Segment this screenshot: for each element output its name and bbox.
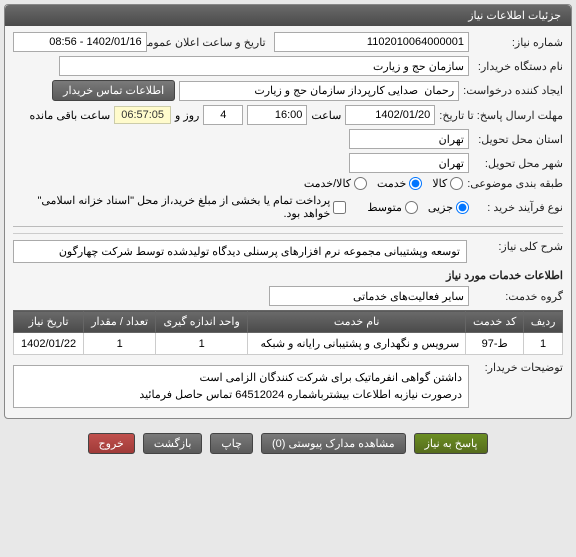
service-group-label: گروه خدمت:	[473, 290, 563, 303]
time-label-1: ساعت	[311, 109, 341, 122]
view-docs-button[interactable]: مشاهده مدارک پیوستی (0)	[261, 433, 406, 454]
cell-unit: 1	[156, 333, 248, 355]
remaining-label: ساعت باقی مانده	[29, 109, 110, 122]
cell-index: 1	[524, 333, 563, 355]
reply-button[interactable]: پاسخ به نیاز	[414, 433, 489, 454]
buyer-org-label: نام دستگاه خریدار:	[473, 60, 563, 73]
col-unit: واحد اندازه گیری	[156, 311, 248, 333]
cell-qty: 1	[84, 333, 156, 355]
row-need-no: شماره نیاز: 1102010064000001 تاریخ و ساع…	[13, 32, 563, 52]
details-panel: جزئیات اطلاعات نیاز شماره نیاز: 11020100…	[4, 4, 572, 419]
radio-goods-input[interactable]	[450, 177, 463, 190]
row-buyer-notes: توضیحات خریدار: داشتن گواهی انفرماتیک بر…	[13, 361, 563, 408]
services-section-title: اطلاعات خدمات مورد نیاز	[13, 269, 563, 282]
radio-medium[interactable]: متوسط	[367, 201, 418, 214]
row-package-type: طبقه بندی موضوعی: کالا خدمت کالا/خدمت	[13, 177, 563, 190]
requester-input[interactable]	[179, 81, 459, 101]
package-type-label: طبقه بندی موضوعی:	[467, 177, 563, 190]
buyer-note-line-2: درصورت نیازبه اطلاعات بیشترباشماره 64512…	[20, 387, 462, 404]
buyer-notes-box: داشتن گواهی انفرماتیک برای شرکت کنندگان …	[13, 365, 469, 408]
cell-code: ط-97	[466, 333, 524, 355]
city-label: شهر محل تحویل:	[473, 157, 563, 170]
back-button[interactable]: بازگشت	[143, 433, 203, 454]
radio-small-input[interactable]	[456, 201, 469, 214]
col-name: نام خدمت	[248, 311, 466, 333]
announce-value: 1402/01/16 - 08:56	[13, 32, 147, 52]
radio-service-input[interactable]	[409, 177, 422, 190]
row-province: استان محل تحویل:	[13, 129, 563, 149]
services-table: ردیف کد خدمت نام خدمت واحد اندازه گیری ت…	[13, 310, 563, 355]
col-code: کد خدمت	[466, 311, 524, 333]
radio-goods[interactable]: کالا	[432, 177, 463, 190]
divider-1	[13, 226, 563, 227]
row-buyer-org: نام دستگاه خریدار:	[13, 56, 563, 76]
footer-buttons: پاسخ به نیاز مشاهده مدارک پیوستی (0) چاپ…	[4, 425, 572, 462]
contact-info-button[interactable]: اطلاعات تماس خریدار	[52, 80, 175, 101]
radio-service[interactable]: خدمت	[377, 177, 422, 190]
deadline-time-input[interactable]	[247, 105, 307, 125]
col-date: تاریخ نیاز	[14, 311, 84, 333]
city-input[interactable]	[349, 153, 469, 173]
treasury-note-check[interactable]: پرداخت تمام یا بخشی از مبلغ خرید،از محل …	[13, 194, 346, 220]
service-group-input[interactable]	[269, 286, 469, 306]
exit-button[interactable]: خروج	[88, 433, 135, 454]
row-deadline: مهلت ارسال پاسخ: تا تاریخ: ساعت روز و 06…	[13, 105, 563, 125]
panel-title: جزئیات اطلاعات نیاز	[5, 5, 571, 26]
col-qty: تعداد / مقدار	[84, 311, 156, 333]
panel-body: شماره نیاز: 1102010064000001 تاریخ و ساع…	[5, 26, 571, 418]
table-row[interactable]: 1 ط-97 سرویس و نگهداری و پشتیبانی رایانه…	[14, 333, 563, 355]
treasury-checkbox[interactable]	[333, 201, 346, 214]
cell-name: سرویس و نگهداری و پشتیبانی رایانه و شبکه	[248, 333, 466, 355]
process-type-radios: جزیی متوسط	[367, 201, 469, 214]
countdown-timer: 06:57:05	[114, 106, 171, 124]
row-service-group: گروه خدمت:	[13, 286, 563, 306]
days-label: روز و	[175, 109, 199, 122]
deadline-label: مهلت ارسال پاسخ: تا تاریخ:	[439, 109, 563, 122]
announce-label: تاریخ و ساعت اعلان عمومی:	[151, 36, 266, 49]
buyer-note-line-1: داشتن گواهی انفرماتیک برای شرکت کنندگان …	[20, 370, 462, 387]
general-desc-label: شرح کلی نیاز:	[473, 240, 563, 253]
requester-label: ایجاد کننده درخواست:	[463, 84, 563, 97]
row-requester: ایجاد کننده درخواست: اطلاعات تماس خریدار	[13, 80, 563, 101]
radio-medium-input[interactable]	[405, 201, 418, 214]
buyer-org-input[interactable]	[59, 56, 469, 76]
province-label: استان محل تحویل:	[473, 133, 563, 146]
package-type-radios: کالا خدمت کالا/خدمت	[304, 177, 463, 190]
radio-small[interactable]: جزیی	[428, 201, 469, 214]
cell-date: 1402/01/22	[14, 333, 84, 355]
col-index: ردیف	[524, 311, 563, 333]
need-no-value: 1102010064000001	[274, 32, 469, 52]
radio-both[interactable]: کالا/خدمت	[304, 177, 367, 190]
table-header-row: ردیف کد خدمت نام خدمت واحد اندازه گیری ت…	[14, 311, 563, 333]
print-button[interactable]: چاپ	[210, 433, 253, 454]
process-type-label: نوع فرآیند خرید :	[473, 201, 563, 214]
row-process-type: نوع فرآیند خرید : جزیی متوسط پرداخت تمام…	[13, 194, 563, 220]
province-input[interactable]	[349, 129, 469, 149]
row-general-desc: شرح کلی نیاز: توسعه وپشتیبانی مجموعه نرم…	[13, 233, 563, 263]
buyer-notes-label: توضیحات خریدار:	[473, 361, 563, 374]
general-desc-box: توسعه وپشتیبانی مجموعه نرم افزارهای پرسن…	[13, 240, 467, 263]
radio-both-input[interactable]	[354, 177, 367, 190]
need-no-label: شماره نیاز:	[473, 36, 563, 49]
deadline-date-input[interactable]	[345, 105, 435, 125]
days-input[interactable]	[203, 105, 243, 125]
row-city: شهر محل تحویل:	[13, 153, 563, 173]
